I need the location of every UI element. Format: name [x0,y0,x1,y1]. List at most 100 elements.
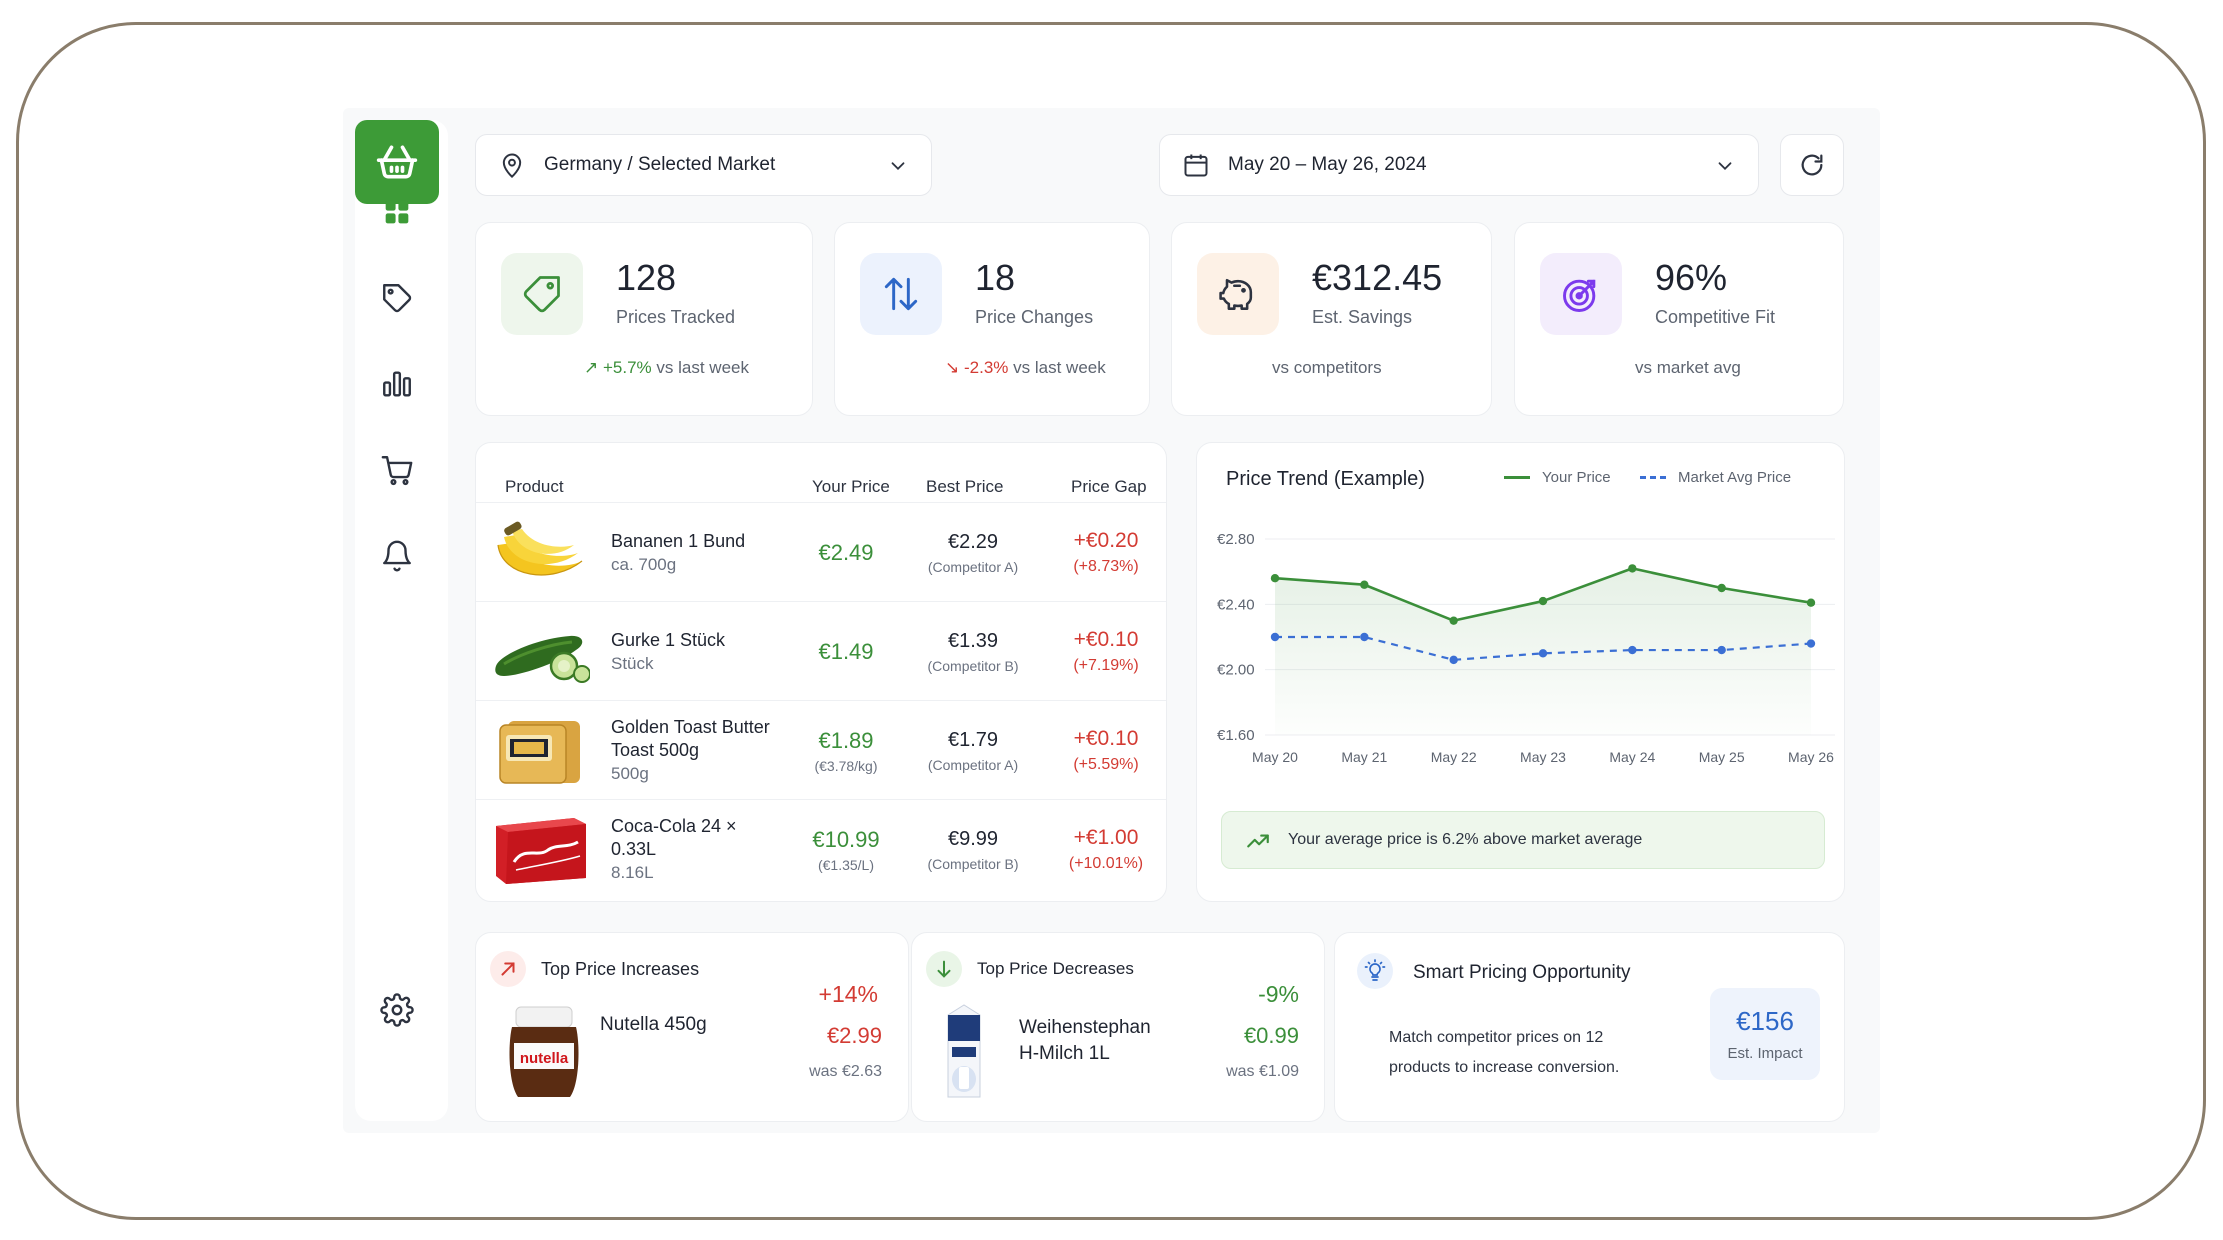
arrows-up-down-icon [884,277,918,311]
stat-label: Est. Savings [1312,307,1413,327]
stat-delta-value: -2.3% [963,358,1009,377]
market-select-label: Germany / Selected Market [544,154,776,175]
product-name: Weihenstephan H-Milch 1L [1019,1015,1151,1067]
refresh-button[interactable] [1780,134,1844,196]
change-percent: +14% [818,981,878,1007]
table-row[interactable]: Golden Toast Butter Toast 500g 500g €1.8… [476,700,1166,799]
stat-icon-box [1540,253,1622,335]
x-tick-label: May 26 [1788,749,1834,765]
price-gap: +€0.10 [1073,727,1139,750]
bar-chart-icon [383,371,411,397]
price-gap-percent: (+5.59%) [1073,756,1139,773]
insight-text: Your average price is 6.2% above market … [1288,831,1643,848]
milk-carton-image [947,1004,981,1098]
refresh-icon [1801,154,1823,176]
toast-image [499,721,580,784]
impact-label: Est. Impact [1727,1045,1803,1062]
top-price-decreases-card: Top Price Decreases Weihenstephan H-Milc… [911,932,1325,1122]
competitor-name: (Competitor A) [927,558,1019,575]
arrow-down-icon [937,960,951,978]
piggy-bank-icon [1219,278,1253,310]
stat-card-competitive-fit: 96% Competitive Fit vs market avg [1514,222,1844,416]
price-gap: +€0.20 [1073,529,1139,552]
price-gap-percent: (+10.01%) [1068,855,1144,872]
product-weight: Stück [611,653,654,673]
legend-market-avg: Market Avg Price [1640,469,1791,486]
dashboard-grid-icon [385,200,409,224]
date-range-select[interactable]: May 20 – May 26, 2024 [1159,134,1759,196]
table-row[interactable]: Gurke 1 Stück Stück €1.49 €1.39 (Competi… [476,601,1166,700]
column-header-best-price: Best Price [926,477,1004,496]
stat-icon-box [860,253,942,335]
table-row[interactable]: Bananen 1 Bund ca. 700g €2.49 €2.29 (Com… [476,502,1166,601]
x-tick-label: May 23 [1520,749,1566,765]
stat-value: 96% [1655,257,1728,298]
nav-prices[interactable] [369,270,425,326]
best-price: €1.79 [947,728,999,751]
insight-banner: Your average price is 6.2% above market … [1221,811,1825,869]
trend-up-icon: ↗ [584,358,599,377]
basket-icon [376,145,418,179]
stat-label: Competitive Fit [1655,307,1776,327]
chevron-down-icon [1718,162,1732,171]
nav-cart[interactable] [369,442,425,498]
cucumber-image [495,635,590,683]
your-price-cell: €10.99 (€1.35/L) [786,800,906,899]
top-price-increases-card: Top Price Increases nutella Nutella 450g… [475,932,909,1122]
x-tick-label: May 24 [1609,749,1655,765]
data-point-your-price [1449,616,1458,625]
trend-up-icon [1247,834,1269,848]
tag-icon [523,276,560,313]
stat-value: 128 [616,257,677,298]
estimated-impact-badge[interactable]: €156 Est. Impact [1710,988,1820,1080]
data-point-your-price [1270,574,1280,583]
product-weight: ca. 700g [611,554,677,574]
product-name: Nutella 450g [600,1014,707,1035]
product-name-cell: Golden Toast Butter Toast 500g 500g [611,701,781,800]
stat-sub: vs market avg [1635,358,1741,377]
your-price-cell: €1.89 (€3.78/kg) [786,701,906,800]
stat-delta: ↘ -2.3% vs last week [945,358,1106,378]
x-tick-label: May 22 [1431,749,1477,765]
basket-logo[interactable] [355,120,439,204]
unit-price: (€3.78/kg) [814,757,878,774]
card-title: Top Price Decreases [977,959,1134,978]
data-point-your-price [1717,583,1726,593]
data-point-market-avg [1538,649,1548,658]
market-select[interactable]: Germany / Selected Market [475,134,932,196]
x-tick-label: May 20 [1252,749,1298,765]
stat-card-price-changes: 18 Price Changes ↘ -2.3% vs last week [834,222,1150,416]
price-gap-cell: +€1.00 (+10.01%) [1051,800,1161,899]
stat-icon-box [501,253,583,335]
product-weight: 8.16L [611,863,654,882]
price-gap: +€1.00 [1073,826,1139,849]
nav-analytics[interactable] [369,356,425,412]
table-row[interactable]: Coca-Cola 24 × 0.33L 8.16L €10.99 (€1.35… [476,799,1166,898]
card-title: Smart Pricing Opportunity [1413,962,1631,983]
stat-sub: vs competitors [1272,358,1382,377]
nav-settings[interactable] [369,982,425,1038]
best-price: €2.29 [947,530,999,553]
product-name-line: H-Milch 1L [1019,1043,1110,1064]
nav-alerts[interactable] [369,528,425,584]
line-chart: €2.80 €2.40 €2.00 €1.60 May 20 May 21 May 22 Ma… [1217,531,1835,765]
data-point-market-avg [1270,632,1280,642]
change-percent: -9% [1258,981,1299,1007]
svg-text:nutella: nutella [520,1050,569,1067]
legend-your-price: Your Price [1504,469,1611,486]
data-point-market-avg [1717,645,1726,655]
tag-icon [383,284,412,313]
competitor-name: (Competitor A) [927,756,1019,773]
bell-icon [383,540,411,572]
y-tick-label: €2.00 [1217,662,1255,679]
price-comparison-table: Product Your Price Best Price Price Gap … [475,442,1167,902]
product-name: Gurke 1 Stück [611,629,726,650]
coca-cola-image [496,818,586,884]
stat-value: 18 [975,257,1016,298]
legend-label: Your Price [1542,469,1611,486]
stat-icon-box [1197,253,1279,335]
nav-dashboard[interactable] [369,184,425,240]
y-tick-label: €2.80 [1217,531,1255,548]
product-name: Golden Toast Butter Toast 500g [611,717,770,760]
unit-price: (€1.35/L) [817,856,875,873]
